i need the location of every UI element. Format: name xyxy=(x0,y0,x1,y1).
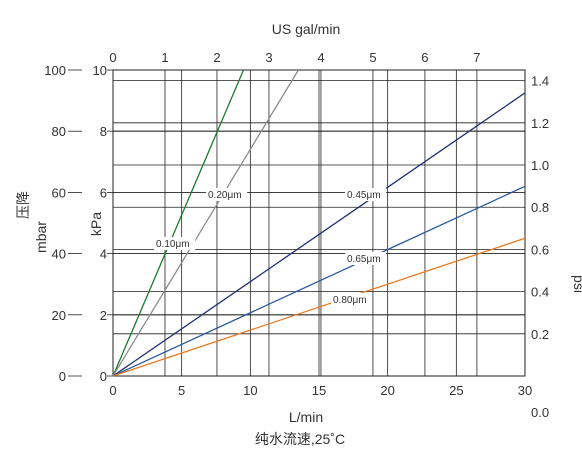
x-top-tick-label: 5 xyxy=(369,50,376,65)
series-label: 0.20μm xyxy=(208,190,242,201)
y-psi-tick-label: 0.6 xyxy=(531,242,549,257)
series-label: 0.45μm xyxy=(347,190,381,201)
y-psi-tick-label: 1.2 xyxy=(531,116,549,131)
series-label-bg xyxy=(331,293,373,306)
y-axis-label-mbar: mbar xyxy=(33,221,49,253)
x-top-tick-label: 0 xyxy=(109,50,116,65)
series-label: 0.65μm xyxy=(347,254,381,265)
plot-frame xyxy=(112,69,526,377)
y-psi-tick-label: 0.8 xyxy=(531,200,549,215)
y-kpa-tick-label: 2 xyxy=(100,308,107,323)
y-psi-tick-label: 0.2 xyxy=(531,327,549,342)
y-kpa-tick-label: 10 xyxy=(93,63,107,78)
x-tick-label: 25 xyxy=(449,383,463,398)
axis-ticks: 0 5 10 15 20 25 30 0 1 2 3 4 5 6 7 0 20 40 60 80 100 0 2 4 6 8 10 0… xyxy=(44,50,549,420)
series-label-bg xyxy=(154,237,196,250)
y-mbar-tick-label: 80 xyxy=(52,124,66,139)
series-label-bg xyxy=(345,252,387,265)
y-psi-tick-label: 1.4 xyxy=(531,74,549,89)
x-tick-label: 30 xyxy=(518,383,532,398)
series-label: 0.80μm xyxy=(333,295,367,306)
y-psi-tick-label: 0.4 xyxy=(531,285,549,300)
series-lines xyxy=(112,69,526,377)
y-kpa-tick-label: 4 xyxy=(100,247,107,262)
x-tick-label: 0 xyxy=(109,383,116,398)
y-axis-label-kpa: kPa xyxy=(88,212,104,236)
y-axis-label-cn: 压降 xyxy=(15,191,31,219)
y-mbar-tick-label: 100 xyxy=(44,63,66,78)
x-top-tick-label: 6 xyxy=(421,50,428,65)
chart-grid xyxy=(113,69,525,377)
x-top-tick-label: 7 xyxy=(473,50,480,65)
series-line xyxy=(112,237,526,377)
series-line xyxy=(112,185,526,377)
x-top-tick-label: 2 xyxy=(213,50,220,65)
x-tick-label: 10 xyxy=(243,383,257,398)
series-line xyxy=(112,69,245,377)
y-mbar-tick-label: 0 xyxy=(59,369,66,384)
y-mbar-tick-label: 40 xyxy=(52,247,66,262)
series-label: 0.10μm xyxy=(156,239,190,250)
x-tick-label: 5 xyxy=(178,383,185,398)
y-kpa-tick-label: 6 xyxy=(100,185,107,200)
x-tick-label: 15 xyxy=(312,383,326,398)
y-mbar-tick-label: 20 xyxy=(52,308,66,323)
y-kpa-tick-label: 8 xyxy=(100,124,107,139)
y-mbar-tick-label: 60 xyxy=(52,185,66,200)
series-line xyxy=(112,69,299,377)
y-psi-tick-label: 1.0 xyxy=(531,158,549,173)
series-labels: 0.10μm 0.20μm 0.45μm 0.65μm 0.80μm xyxy=(154,188,387,306)
caption: 纯水流速,25˚C xyxy=(255,431,345,447)
y-psi-tick-label: 0.0 xyxy=(531,405,549,420)
series-label-bg xyxy=(345,188,387,201)
series-label-bg xyxy=(206,188,248,201)
x-top-tick-label: 3 xyxy=(265,50,272,65)
x-axis-label: L/min xyxy=(289,409,323,425)
x-tick-label: 20 xyxy=(380,383,394,398)
series-line xyxy=(112,92,526,377)
x-top-tick-label: 4 xyxy=(317,50,324,65)
y-axis-label-psi: psi xyxy=(571,275,582,293)
y-kpa-tick-label: 0 xyxy=(100,369,107,384)
x-top-tick-label: 1 xyxy=(161,50,168,65)
top-axis-label: US gal/min xyxy=(272,21,340,37)
